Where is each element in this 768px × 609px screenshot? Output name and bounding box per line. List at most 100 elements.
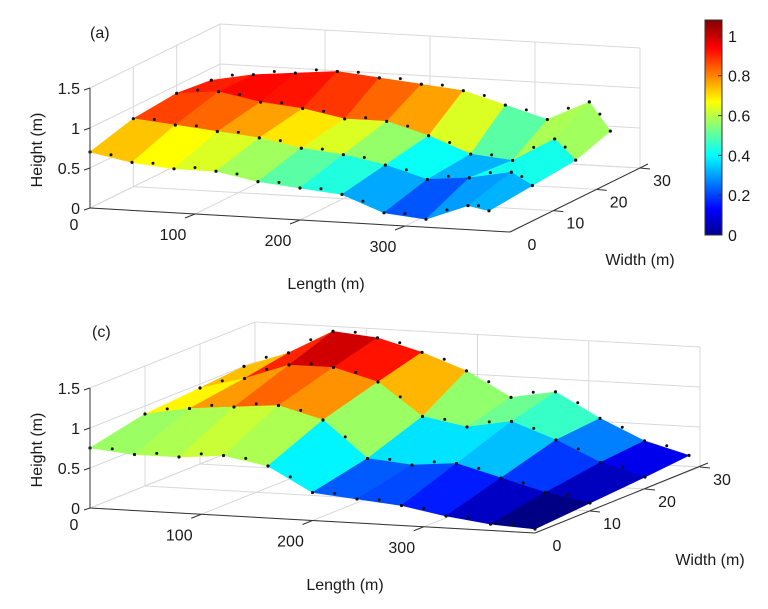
z-tick (83, 167, 91, 171)
data-point (532, 426, 536, 430)
data-point (377, 76, 381, 80)
surface-a (88, 68, 612, 221)
data-point (598, 460, 603, 465)
data-point (398, 395, 402, 399)
data-point (388, 457, 392, 461)
data-point (422, 506, 426, 510)
data-point (465, 425, 469, 429)
data-point (278, 139, 282, 143)
data-point (238, 93, 242, 97)
data-point (365, 456, 370, 461)
x-tick (413, 526, 424, 532)
data-point (152, 117, 156, 121)
data-point (109, 153, 113, 157)
data-point (524, 108, 528, 112)
data-point (143, 412, 147, 416)
x-axis-title-a: Length (m) (287, 276, 364, 293)
data-point (532, 145, 536, 149)
data-point (442, 357, 446, 361)
data-point (419, 82, 423, 86)
data-point (382, 211, 386, 215)
data-point (131, 117, 135, 121)
data-point (687, 453, 691, 457)
data-point (587, 100, 591, 104)
data-point (588, 501, 592, 505)
z-tick-label: 0 (71, 501, 80, 518)
data-point (464, 369, 469, 373)
x-tick-label: 100 (166, 527, 193, 544)
data-point (320, 147, 324, 151)
data-point (427, 134, 431, 138)
colorbar-tick-label: 0.4 (728, 148, 750, 165)
y-tick-label: 0 (528, 237, 537, 254)
x-tick-label: 0 (70, 217, 79, 234)
data-point (520, 174, 524, 178)
data-point (251, 73, 255, 77)
y-tick-label: 30 (713, 472, 731, 489)
data-point (487, 420, 491, 424)
data-point (321, 418, 325, 422)
data-point (533, 527, 537, 531)
data-point (193, 166, 197, 170)
data-point (398, 77, 402, 81)
z-tick-label: 0 (71, 201, 80, 218)
data-point (343, 435, 347, 439)
colorbar-tick-label: 0 (728, 228, 737, 245)
data-point (331, 365, 336, 370)
data-point (509, 170, 513, 174)
data-point (665, 444, 669, 448)
data-point (264, 355, 268, 359)
y-axis (534, 462, 709, 534)
colorbar-gradient (704, 19, 723, 236)
data-point (499, 476, 503, 480)
z-tick (83, 467, 91, 471)
y-tick (589, 510, 601, 513)
data-point (375, 336, 380, 340)
data-point (403, 212, 407, 216)
data-point (356, 70, 360, 74)
y-tick (553, 210, 564, 213)
data-point (545, 117, 549, 122)
data-point (531, 390, 535, 394)
colorbar-tick-label: 0.2 (728, 188, 750, 205)
z-tick (83, 387, 91, 391)
data-point (443, 417, 447, 421)
data-point (410, 463, 414, 467)
data-point (576, 447, 580, 451)
data-point (398, 341, 402, 345)
data-point (341, 153, 345, 157)
data-point (377, 498, 381, 502)
data-point (448, 141, 452, 145)
x-tick (289, 219, 301, 225)
data-point (566, 106, 570, 110)
data-point (187, 406, 192, 411)
z-tick (83, 127, 91, 131)
data-point (196, 88, 200, 92)
surface-c (88, 329, 691, 531)
data-point (230, 73, 234, 77)
data-point (293, 71, 297, 75)
surface-plot-a: 0 0.5 1 1.5 0 100 200 300 0 10 20 30 (a) Height (m)… (29, 23, 675, 293)
colorbar-ticks: 0 0.2 0.4 0.6 0.8 1 (718, 29, 750, 245)
data-point (319, 187, 323, 191)
data-point (563, 145, 567, 149)
data-point (425, 177, 429, 182)
x-tick (191, 513, 202, 519)
data-point (236, 130, 240, 134)
data-point (343, 117, 347, 121)
data-point (643, 475, 647, 479)
data-point (277, 180, 281, 184)
data-point (165, 407, 169, 411)
data-point (530, 183, 534, 188)
data-point (420, 414, 425, 419)
data-point (199, 452, 203, 456)
y-tick-label: 20 (610, 194, 628, 211)
data-point (488, 171, 492, 175)
data-point (288, 475, 292, 479)
y-tick (596, 188, 607, 191)
data-point (353, 330, 357, 334)
data-point (487, 209, 491, 213)
data-point (280, 101, 284, 105)
data-point (214, 169, 218, 173)
data-point (543, 490, 548, 495)
